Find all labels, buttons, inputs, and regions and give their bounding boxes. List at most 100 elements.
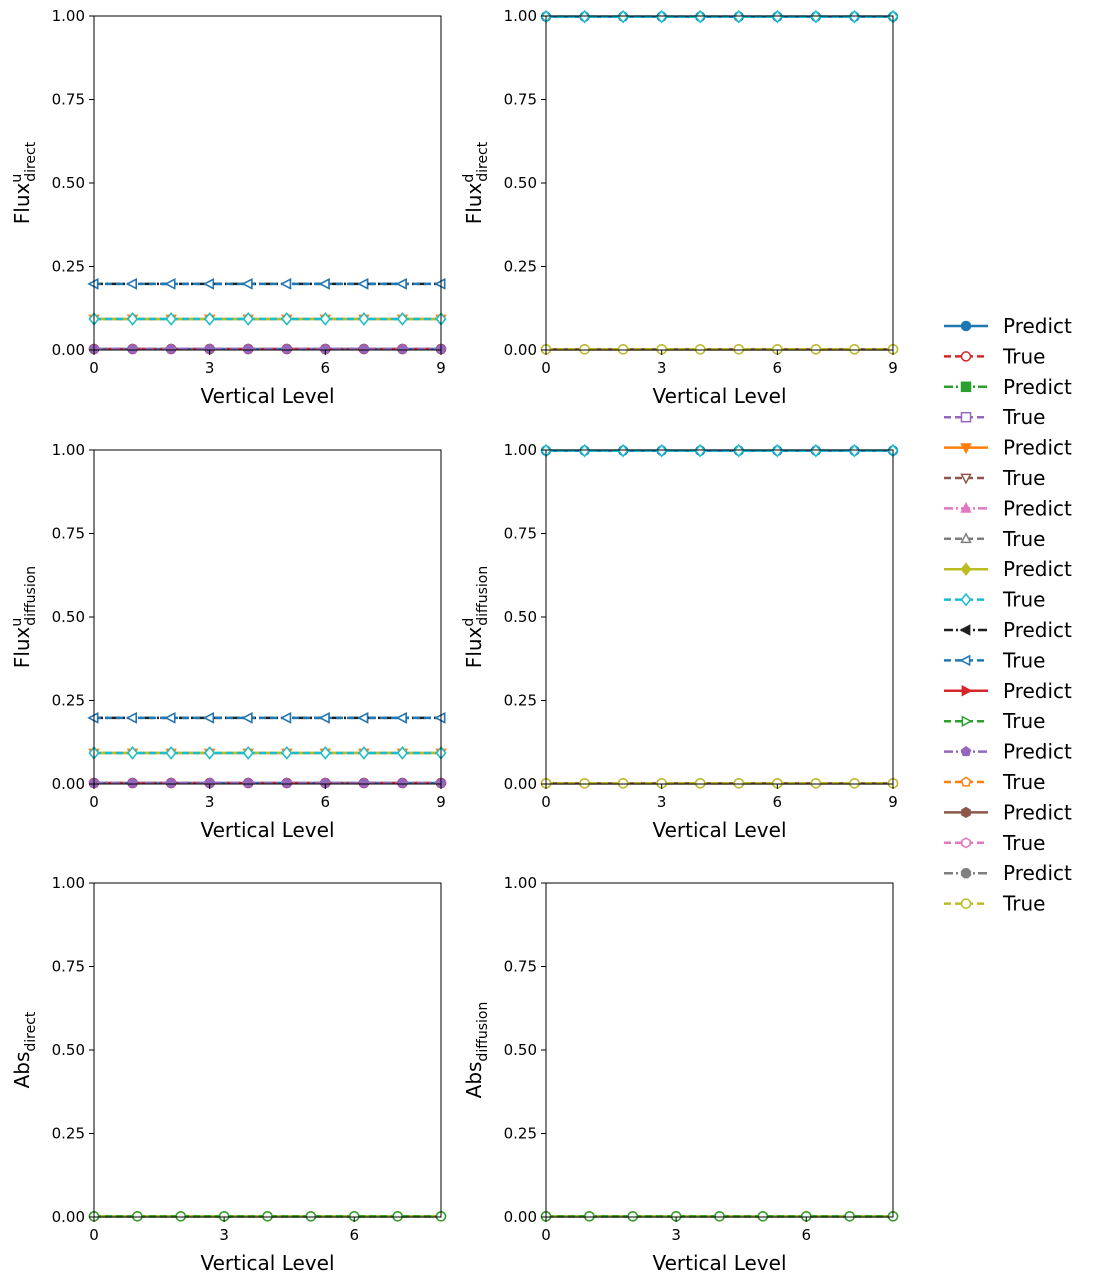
x-tick-label: 6 (321, 359, 331, 377)
legend-marker (960, 898, 972, 909)
legend-label: Predict (1003, 618, 1072, 642)
data-point (281, 746, 293, 760)
x-tick-label: 3 (657, 793, 667, 811)
y-tick-label: 0.00 (52, 341, 85, 359)
x-tick-label: 9 (888, 793, 898, 811)
data-point (165, 312, 177, 326)
y-tick-label: 0.50 (52, 1041, 85, 1059)
y-tick-label: 0.75 (504, 91, 537, 109)
legend-marker (960, 868, 972, 879)
legend-marker (961, 715, 973, 727)
legend-entry: True (944, 770, 1045, 794)
data-point (358, 746, 370, 760)
legend-label: Predict (1003, 861, 1072, 885)
y-tick-label: 0.75 (52, 91, 85, 109)
x-tick-label: 0 (89, 793, 99, 811)
data-point (127, 746, 139, 760)
y-tick-label: 0.50 (52, 608, 85, 626)
legend-entry: Predict (944, 496, 1072, 520)
legend-entry: True (944, 892, 1045, 916)
x-tick-label: 0 (89, 1226, 99, 1244)
series-2 (540, 778, 899, 789)
data-point (771, 9, 783, 24)
subplot-6: 0 3 6 0.00 0.25 0.50 0.75 1.00 Vertical Level Abs… (462, 874, 899, 1275)
data-point (357, 278, 369, 290)
legend-marker (960, 501, 972, 513)
series-4 (88, 1211, 447, 1222)
legend-entry: Predict (944, 557, 1072, 581)
legend-marker (961, 685, 973, 697)
x-tick-label: 0 (541, 359, 551, 377)
legend-entry: Predict (944, 679, 1072, 703)
data-point (203, 712, 215, 724)
y-tick-label: 0.75 (52, 958, 85, 976)
data-point (164, 712, 176, 724)
data-point (810, 443, 822, 458)
data-point (810, 9, 822, 24)
data-point (771, 443, 783, 458)
x-tick-label: 6 (801, 1226, 811, 1244)
subplot-1: 0 3 6 9 0.00 0.25 0.50 0.75 1.00 Vertical Level Fl… (9, 7, 447, 408)
data-point (397, 777, 408, 788)
data-point (125, 278, 137, 290)
data-point (434, 712, 446, 724)
legend-entry: True (944, 709, 1045, 733)
x-tick-label: 3 (205, 793, 215, 811)
legend-entry: Predict (944, 861, 1072, 885)
series-6 (88, 312, 447, 326)
legend-entry: Predict (944, 375, 1072, 399)
data-point (281, 312, 293, 326)
y-tick-label: 0.75 (52, 525, 85, 543)
y-tick-label: 0.00 (504, 1208, 537, 1226)
data-point (241, 712, 253, 724)
legend-label: True (1002, 466, 1045, 490)
data-point (396, 746, 408, 760)
data-point (357, 712, 369, 724)
data-point (397, 343, 408, 354)
data-point (733, 9, 745, 24)
y-tick-label: 1.00 (52, 874, 85, 892)
legend-label: Predict (1003, 679, 1072, 703)
data-point (733, 778, 745, 789)
x-tick-label: 9 (436, 793, 446, 811)
x-tick-label: 6 (349, 1226, 359, 1244)
data-point (694, 443, 706, 458)
legend-entry: True (944, 466, 1045, 490)
legend-entry: True (944, 831, 1045, 855)
legend-marker (960, 443, 972, 455)
data-point (241, 278, 253, 290)
y-axis-label: Fluxddiffusion (461, 566, 491, 668)
data-point (733, 443, 745, 458)
x-tick-label: 0 (89, 359, 99, 377)
y-axis-label: Fluxudiffusion (9, 566, 39, 668)
y-tick-label: 0.25 (52, 692, 85, 710)
legend-marker (960, 411, 972, 423)
series-3 (88, 343, 447, 354)
legend-marker (960, 473, 972, 485)
data-point (810, 778, 822, 789)
data-point (848, 9, 860, 24)
data-point (125, 712, 137, 724)
series-4 (540, 1211, 899, 1222)
x-tick-label: 3 (205, 359, 215, 377)
y-tick-label: 1.00 (504, 7, 537, 25)
data-point (395, 712, 407, 724)
x-axis-label: Vertical Level (652, 1251, 786, 1275)
x-axis-label: Vertical Level (200, 384, 334, 408)
y-tick-label: 0.50 (504, 174, 537, 192)
x-axis-label: Vertical Level (652, 384, 786, 408)
y-tick-label: 1.00 (52, 7, 85, 25)
data-point (757, 1211, 769, 1222)
data-point (579, 9, 591, 24)
data-point (280, 712, 292, 724)
data-point (656, 443, 668, 458)
data-point (714, 1211, 725, 1222)
legend-label: True (1002, 709, 1045, 733)
data-point (242, 312, 254, 326)
x-tick-label: 6 (773, 359, 783, 377)
legend-entry: Predict (944, 618, 1072, 642)
legend-entry: True (944, 648, 1045, 672)
y-tick-label: 0.50 (52, 174, 85, 192)
legend-entry: True (944, 344, 1045, 368)
y-axis-label: Absdiffusion (462, 1002, 491, 1099)
